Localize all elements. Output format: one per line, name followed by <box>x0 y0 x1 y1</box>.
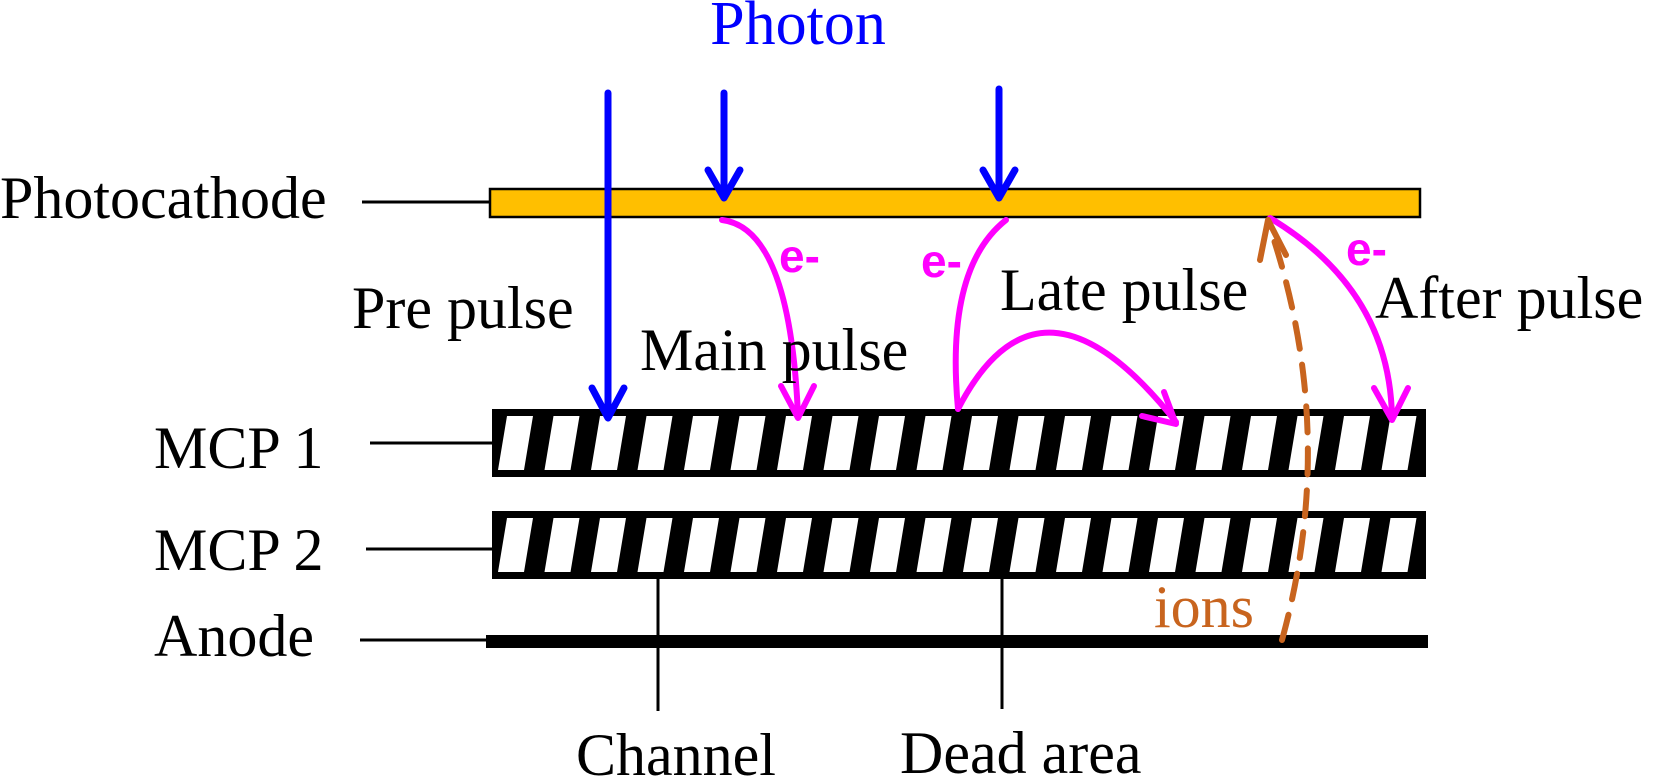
mcp-channel <box>916 416 952 470</box>
mcp-channel <box>916 518 952 572</box>
electron-label-late: e- <box>921 235 962 287</box>
ion-path <box>1265 219 1311 643</box>
photocathode-label: Photocathode <box>0 165 327 231</box>
ion-arrowhead <box>1257 217 1289 263</box>
mcp1-channels <box>498 416 1463 470</box>
mcp-channel <box>684 416 719 470</box>
mcp-channel <box>544 416 580 470</box>
mcp-channel <box>1009 416 1045 470</box>
mcp1-plate <box>492 409 1463 477</box>
main-pulse-label: Main pulse <box>640 317 908 383</box>
mcp-channel <box>1381 518 1417 572</box>
anode-label: Anode <box>154 603 314 669</box>
mcp-channel <box>1335 416 1370 470</box>
mcp-channel <box>1428 416 1463 470</box>
mcp2-plate <box>492 511 1463 579</box>
photon-label: Photon <box>710 0 886 58</box>
late-pulse-label: Late pulse <box>1000 257 1248 323</box>
mcp-channel <box>1149 416 1184 470</box>
anode <box>486 635 1428 648</box>
mcp-channel <box>730 416 766 470</box>
photon-arrow-late <box>979 85 1019 202</box>
mcp-channel <box>637 416 673 470</box>
mcp-channel <box>1288 416 1324 470</box>
mcp-channel <box>498 518 533 572</box>
mcp-channel <box>1102 518 1138 572</box>
mcp2-channels <box>498 518 1463 572</box>
mcp-channel <box>1381 416 1417 470</box>
mcp-channel <box>963 518 998 572</box>
mcp-channel <box>1102 416 1138 470</box>
mcp-channel <box>777 518 812 572</box>
electron-paths <box>719 215 1411 427</box>
photon-arrows <box>588 85 1019 422</box>
electron-path-main <box>719 217 817 421</box>
mcp-channel <box>1428 518 1463 572</box>
mcp-channel <box>1242 518 1277 572</box>
electron-path-late-down <box>952 217 1009 412</box>
mcp-channel <box>870 518 905 572</box>
mcp-channel <box>591 518 626 572</box>
photocathode <box>488 187 1422 219</box>
mcp-channel <box>544 518 580 572</box>
mcp-channel <box>1056 416 1091 470</box>
mcp-channel <box>1195 518 1231 572</box>
channel-label: Channel <box>576 722 776 779</box>
mcp1-label: MCP 1 <box>154 415 324 481</box>
mcp-channel <box>1335 518 1370 572</box>
mcp-channel <box>1056 518 1091 572</box>
pre-pulse-label: Pre pulse <box>352 275 574 341</box>
mcp-channel <box>823 416 859 470</box>
after-pulse-label: After pulse <box>1375 265 1643 331</box>
mcp-channel <box>823 518 859 572</box>
mcp2-label: MCP 2 <box>154 517 324 583</box>
mcp-channel <box>684 518 719 572</box>
mcp-channel <box>730 518 766 572</box>
mcp-channel <box>1149 518 1184 572</box>
ions-label: ions <box>1154 574 1254 640</box>
electron-label-main: e- <box>779 230 820 282</box>
mcp-channel <box>777 416 812 470</box>
mcp-channel <box>498 416 533 470</box>
dead-area-label: Dead area <box>900 720 1141 779</box>
mcp-channel <box>1009 518 1045 572</box>
ion-feedback <box>1257 217 1311 643</box>
mcp-channel <box>1195 416 1231 470</box>
electron-path-after <box>1267 215 1411 423</box>
mcp-channel <box>870 416 905 470</box>
photon-arrow-pre-pulse <box>588 89 628 422</box>
mcp-channel <box>637 518 673 572</box>
photon-arrow-main <box>704 89 744 202</box>
mcp-channel <box>963 416 998 470</box>
electron-label-after: e- <box>1346 223 1387 275</box>
mcp-channel <box>1242 416 1277 470</box>
electron-path-late-bounce <box>955 329 1179 427</box>
mcp-channel <box>591 416 626 470</box>
